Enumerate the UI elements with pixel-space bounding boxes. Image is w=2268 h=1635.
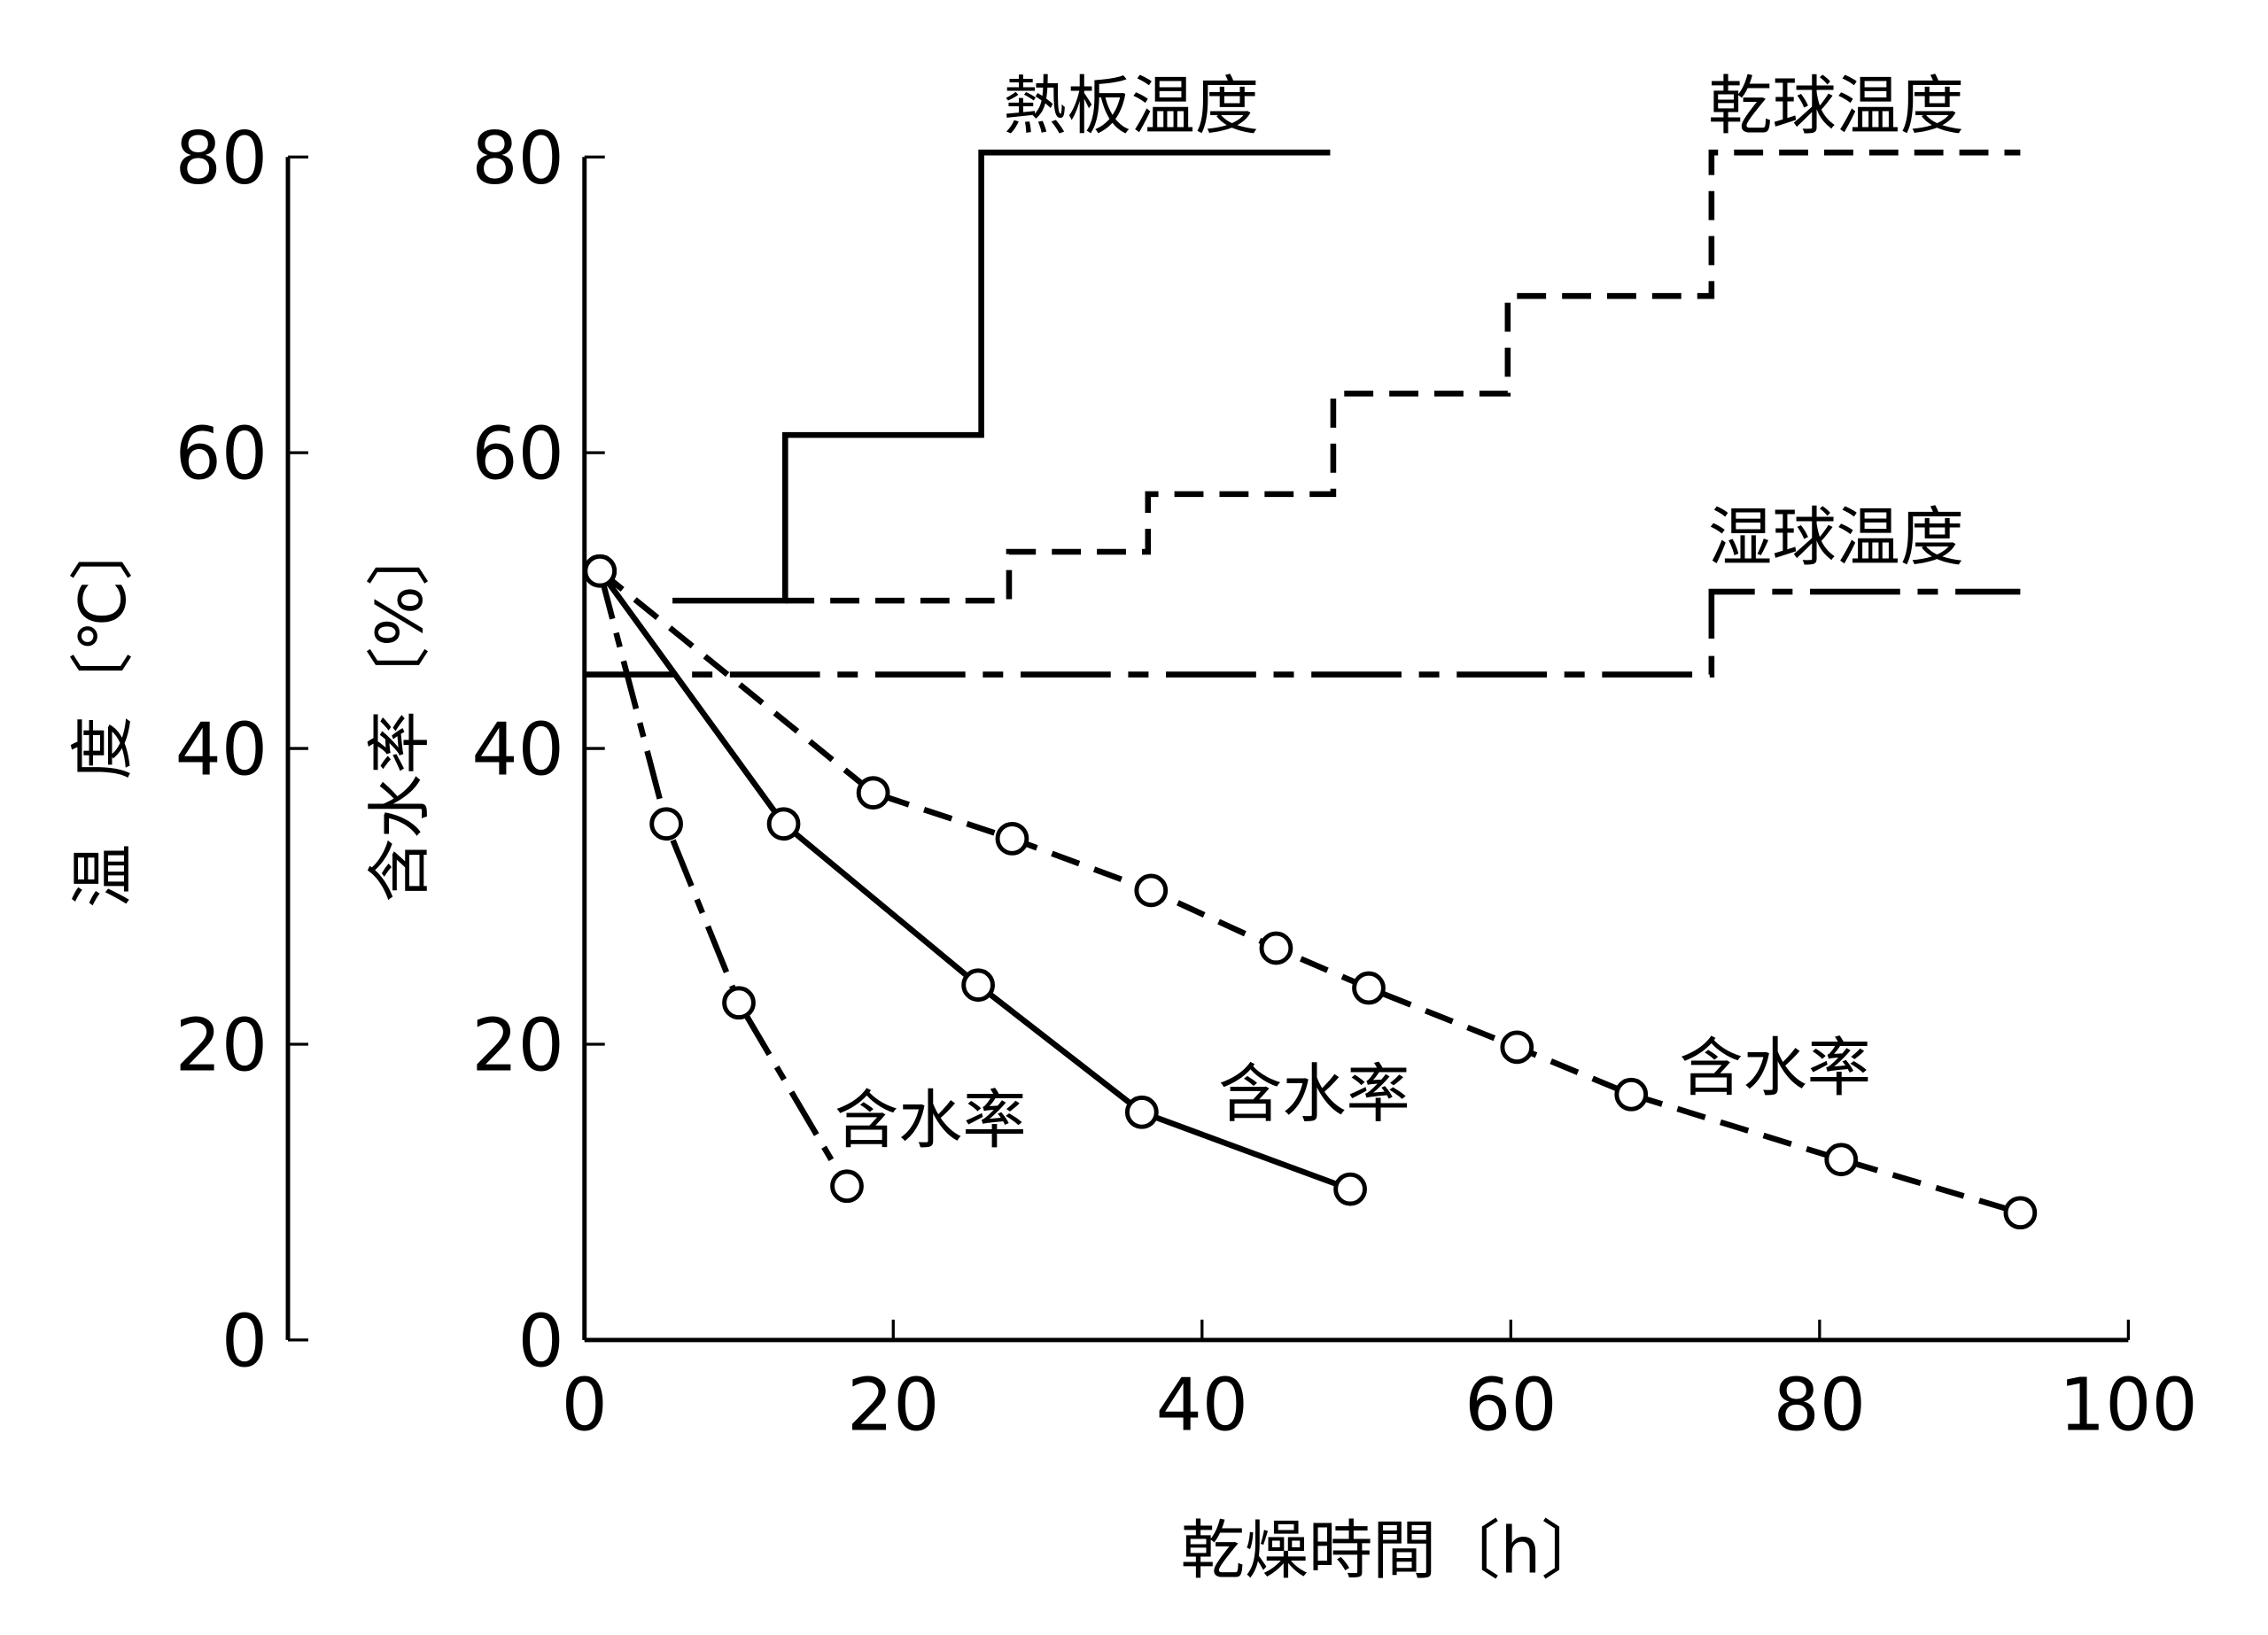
label-dry-bulb-temperature: 乾球温度	[1708, 69, 1964, 143]
x-tick-label: 60	[1464, 1364, 1557, 1448]
y-axis-label-temperature: 温 度〔℃〕	[66, 516, 141, 908]
moisture-tick-label: 60	[471, 413, 563, 497]
data-point-marker	[1352, 971, 1386, 1005]
y-axis-label-moisture: 含水率〔%〕	[363, 522, 438, 903]
label-wet-bulb-temperature: 湿球温度	[1708, 501, 1964, 576]
moisture-tick-label: 0	[518, 1299, 564, 1383]
data-point-marker	[583, 554, 617, 588]
data-point-marker	[649, 807, 683, 841]
data-point-marker	[1824, 1143, 1859, 1177]
data-point-marker	[961, 968, 995, 1003]
x-tick-label: 100	[2059, 1364, 2198, 1448]
series-line-1	[785, 149, 2021, 604]
data-point-marker	[856, 776, 890, 810]
label-hot-plate-temperature: 熱板温度	[1003, 69, 1259, 143]
data-point-marker	[1614, 1077, 1649, 1112]
data-point-marker	[766, 807, 801, 841]
temperature-tick-label: 60	[175, 413, 268, 497]
series-line-0	[672, 149, 1331, 604]
data-point-marker	[830, 1169, 864, 1204]
temperature-tick-label: 20	[175, 1004, 268, 1089]
series-layer	[583, 149, 2038, 1230]
moisture-tick-label: 80	[471, 117, 563, 201]
x-axis-label: 乾燥時間〔h〕	[1181, 1514, 1605, 1588]
x-tick-label: 80	[1774, 1364, 1866, 1448]
data-point-marker	[1134, 873, 1169, 908]
data-point-marker	[995, 822, 1029, 856]
moisture-tick-label: 40	[471, 709, 563, 793]
x-tick-label: 20	[847, 1364, 939, 1448]
x-tick-label: 0	[562, 1364, 608, 1448]
series-line-3	[596, 570, 850, 1188]
data-point-marker	[1333, 1172, 1367, 1206]
moisture-tick-label: 20	[471, 1004, 563, 1089]
label-moisture-slow: 含水率	[1679, 1032, 1871, 1106]
data-point-marker	[1259, 931, 1293, 965]
axes: 0 20 40 60 80 0 20 40 60 80 0 20 40 60 80 100	[175, 117, 2198, 1448]
label-moisture-fast: 含水率	[835, 1084, 1027, 1158]
series-line-2	[584, 588, 2021, 678]
temperature-tick-label: 80	[175, 117, 268, 201]
label-moisture-medium: 含水率	[1218, 1058, 1410, 1132]
data-point-marker	[1500, 1030, 1534, 1065]
temperature-tick-label: 40	[175, 709, 268, 793]
data-point-marker	[722, 986, 756, 1020]
x-tick-label: 40	[1156, 1364, 1248, 1448]
data-point-marker	[2003, 1196, 2038, 1230]
series-line-5	[598, 569, 2022, 1216]
temperature-tick-label: 0	[221, 1299, 268, 1383]
data-point-marker	[1124, 1095, 1159, 1129]
